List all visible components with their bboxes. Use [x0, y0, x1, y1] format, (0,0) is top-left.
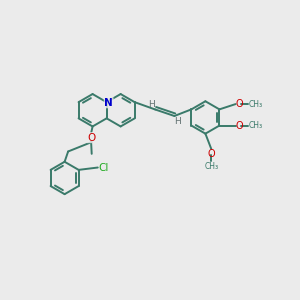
Text: H: H [175, 117, 181, 126]
Text: CH₃: CH₃ [248, 122, 262, 130]
Text: O: O [236, 99, 244, 109]
Text: Cl: Cl [98, 163, 108, 172]
Text: N: N [104, 98, 113, 108]
Text: O: O [208, 149, 215, 159]
Text: O: O [236, 121, 244, 130]
Text: O: O [87, 133, 95, 142]
Text: CH₃: CH₃ [204, 162, 218, 171]
Text: H: H [148, 100, 155, 109]
Text: CH₃: CH₃ [248, 100, 262, 109]
